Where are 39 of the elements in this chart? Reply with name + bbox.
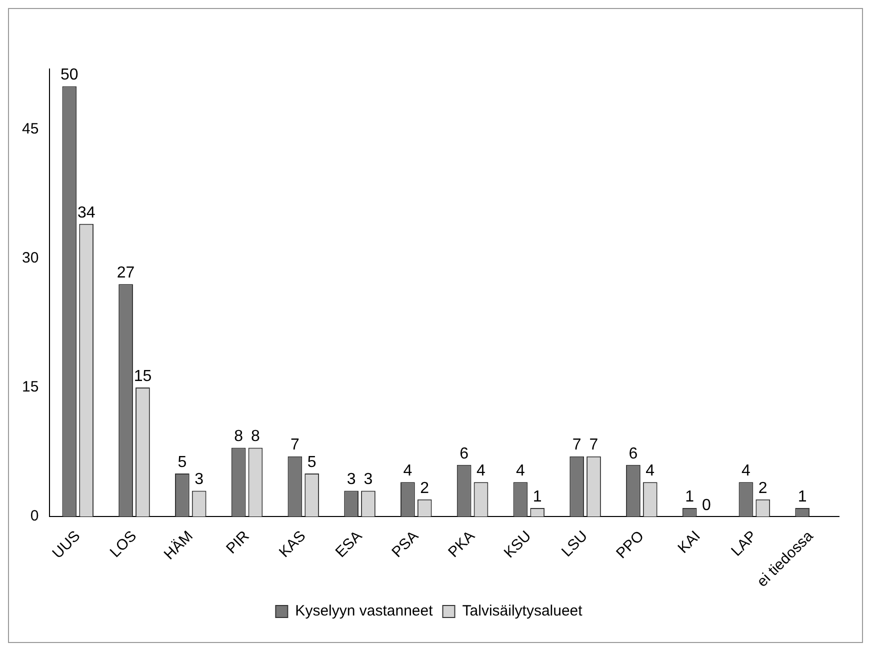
- data-label: 1: [798, 488, 807, 506]
- x-tick-label: LAP: [728, 528, 760, 560]
- data-label: 3: [364, 471, 373, 488]
- data-label: 0: [702, 496, 712, 514]
- x-tick-label: PIR: [223, 528, 253, 558]
- legend-label: Talvisäilytysalueet: [462, 602, 584, 620]
- y-tick-label: 45: [22, 120, 39, 138]
- data-label: 4: [742, 462, 751, 480]
- data-label: 4: [646, 462, 655, 480]
- data-label: 7: [589, 436, 598, 454]
- data-label: 4: [476, 462, 486, 480]
- data-label: 4: [403, 462, 412, 480]
- y-tick-label: 15: [22, 378, 39, 396]
- data-label: 5: [307, 454, 316, 471]
- data-label: 6: [460, 445, 469, 462]
- data-label: 4: [516, 462, 525, 480]
- data-label: 8: [234, 428, 244, 446]
- data-label: 1: [532, 488, 542, 506]
- data-label: 50: [60, 66, 78, 84]
- data-label: 1: [685, 488, 694, 506]
- data-label: 3: [346, 471, 356, 488]
- data-label: 34: [77, 204, 96, 222]
- data-label: 6: [628, 445, 638, 462]
- y-tick-label: 30: [22, 249, 39, 266]
- legend-label: Kyselyyn vastanneet: [295, 602, 434, 620]
- data-label: 5: [178, 454, 187, 471]
- data-label: 3: [194, 471, 204, 488]
- data-label: 2: [758, 480, 768, 497]
- x-tick-label: ESA: [332, 528, 366, 561]
- data-label: 27: [116, 264, 135, 282]
- data-label: 7: [290, 436, 300, 454]
- x-tick-label: KAI: [674, 528, 704, 557]
- y-tick-label: 0: [30, 508, 39, 525]
- x-tick-label: PSA: [388, 528, 422, 561]
- data-label: 15: [134, 368, 152, 385]
- data-label: 8: [251, 428, 260, 446]
- x-tick-label: PKA: [445, 528, 478, 561]
- data-label: 7: [572, 436, 582, 454]
- data-label: 2: [420, 480, 430, 497]
